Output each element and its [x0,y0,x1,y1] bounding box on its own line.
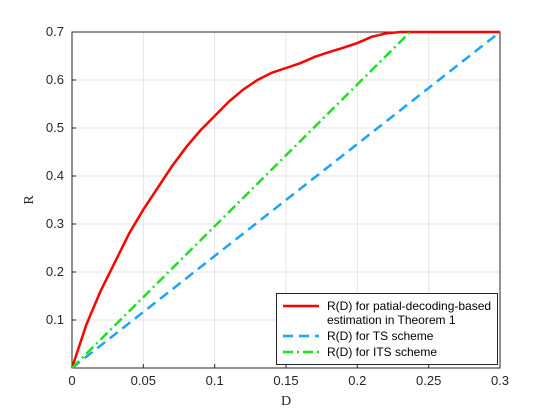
legend-entry: R(D) for TS scheme [281,329,493,343]
y-tick-label: 0.7 [46,24,64,39]
legend-entry: R(D) for ITS scheme [281,345,493,359]
y-tick-label: 0.2 [46,264,64,279]
legend-label: R(D) for TS scheme [327,329,434,343]
x-tick-label: 0.1 [206,373,224,388]
x-tick-label: 0.05 [131,373,156,388]
legend-swatch [283,304,319,308]
legend-label: R(D) for patial-decoding-based estimatio… [327,299,492,327]
legend-swatch [283,350,319,354]
series-line [70,30,500,369]
y-tick-label: 0.4 [46,168,64,183]
x-tick-label: 0.3 [491,373,509,388]
legend-label: R(D) for ITS scheme [327,345,438,359]
legend-entry: R(D) for patial-decoding-based estimatio… [281,299,493,327]
y-tick-label: 0.1 [46,312,64,327]
x-tick-label: 0.2 [348,373,366,388]
x-tick-label: 0 [68,373,75,388]
y-axis-label: R [22,195,37,205]
x-tick-label: 0.15 [273,373,298,388]
legend-swatch [283,334,319,338]
legend: R(D) for patial-decoding-based estimatio… [276,293,498,365]
axes-box [71,31,501,369]
x-axis-label: D [281,394,291,409]
series-line [71,31,501,369]
x-tick-label: 0.25 [416,373,441,388]
y-tick-label: 0.6 [46,72,64,87]
y-tick-label: 0.5 [46,120,64,135]
y-tick-label: 0.3 [46,216,64,231]
